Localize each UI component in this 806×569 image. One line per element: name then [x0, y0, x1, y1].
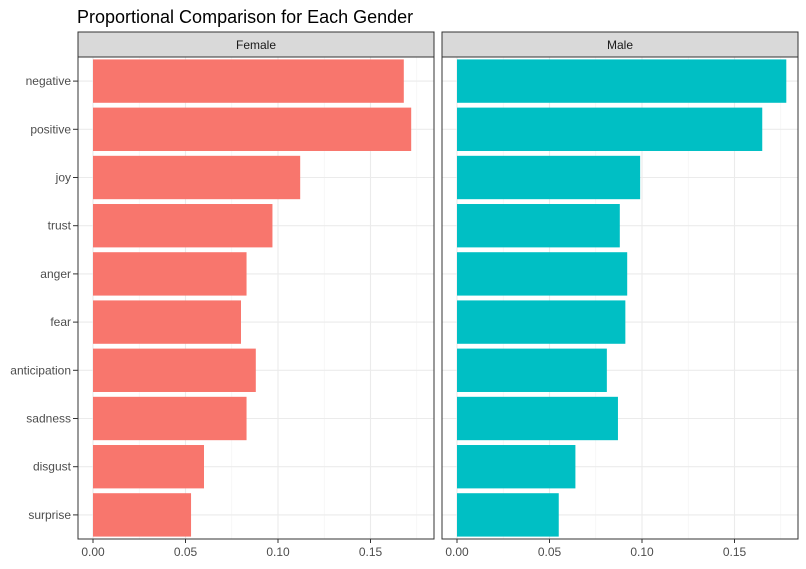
y-tick-label: fear [50, 315, 71, 329]
panel-border [441, 56, 799, 540]
y-tick-label: joy [55, 171, 71, 185]
facet-strip-label: Female [236, 38, 276, 52]
facet-strip-label: Male [607, 38, 633, 52]
y-tick-label: negative [26, 74, 72, 88]
y-tick-label: positive [30, 122, 71, 136]
bar-surprise [457, 493, 559, 537]
x-tick-label: 0.15 [359, 545, 383, 559]
bar-positive [93, 107, 412, 151]
panel-border [77, 56, 435, 540]
y-tick-label: anticipation [10, 363, 71, 377]
bar-anticipation [457, 348, 607, 392]
facet-strip [77, 31, 435, 58]
x-tick-label: 0.10 [266, 545, 290, 559]
y-tick-label: surprise [28, 508, 71, 522]
bar-joy [93, 155, 301, 200]
bar-negative [457, 59, 787, 103]
bar-sadness [93, 396, 247, 441]
x-tick-label: 0.00 [81, 545, 105, 559]
y-tick-label: anger [40, 267, 71, 281]
x-tick-label: 0.00 [445, 545, 469, 559]
facet-panel-male: Male 0.00 0.05 0.10 0.15 [441, 31, 799, 559]
x-tick-label: 0.05 [174, 545, 198, 559]
bar-disgust [93, 445, 204, 489]
x-tick-label: 0.15 [723, 545, 747, 559]
bar-anger [457, 252, 628, 296]
bar-anger [93, 252, 247, 296]
bar-sadness [457, 396, 618, 441]
x-tick-label: 0.05 [538, 545, 562, 559]
bar-anticipation [93, 348, 256, 392]
chart-title: Proportional Comparison for Each Gender [77, 7, 413, 27]
x-tick-label: 0.10 [630, 545, 654, 559]
bar-joy [457, 155, 641, 200]
y-tick-label: trust [48, 219, 72, 233]
bar-disgust [457, 445, 576, 489]
y-tick-label: sadness [26, 412, 71, 426]
bar-fear [457, 300, 626, 344]
bar-surprise [93, 493, 192, 537]
bar-trust [93, 204, 273, 248]
facet-panel-female: Female 0.00 0.05 0.10 0.15 [77, 31, 435, 559]
bar-positive [457, 107, 763, 151]
bar-trust [457, 204, 620, 248]
bar-negative [93, 59, 404, 103]
y-tick-label: disgust [33, 460, 72, 474]
bar-fear [93, 300, 241, 344]
